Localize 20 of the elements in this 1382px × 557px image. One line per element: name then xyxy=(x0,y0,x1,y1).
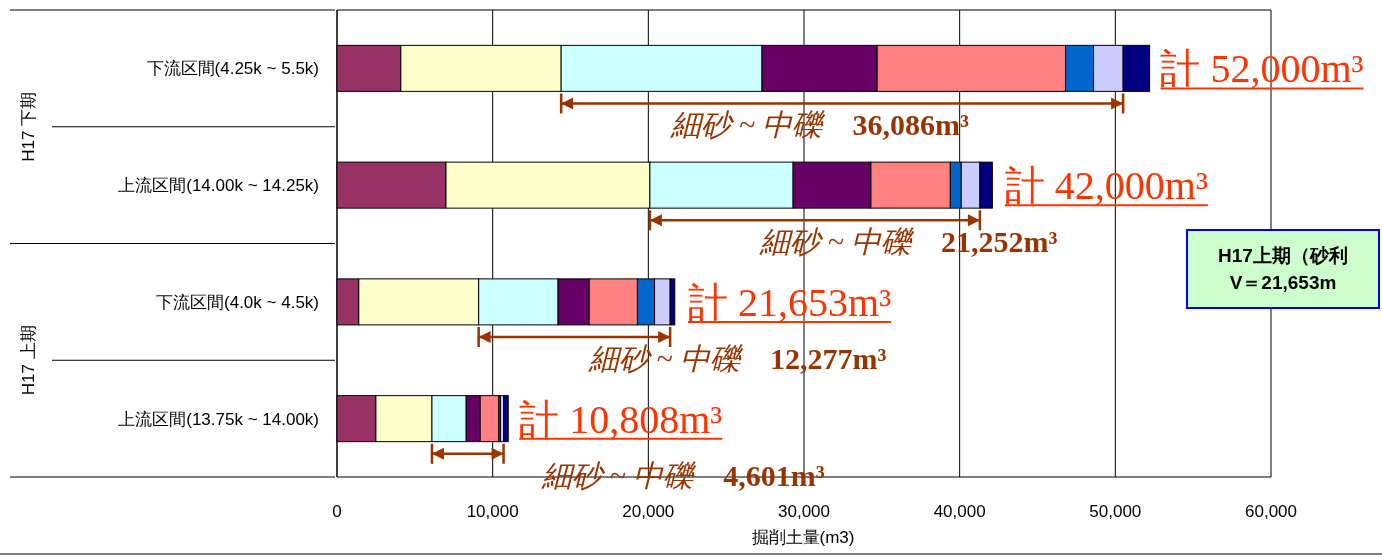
y-tick-label: 下流区間(4.0k ~ 4.5k) xyxy=(156,292,319,312)
x-tick-label: 50,000 xyxy=(1089,502,1142,521)
annotation: 計 21,653m³ xyxy=(688,279,892,325)
x-tick-label: 60,000 xyxy=(1245,502,1297,521)
annotation: H17上期（砂利 xyxy=(1218,245,1348,266)
x-tick-label: 0 xyxy=(332,502,342,521)
note-box: H17上期（砂利 V＝21,653m xyxy=(1186,229,1380,309)
annotation: V＝21,653m xyxy=(1229,272,1337,293)
annotation: 細砂 ~ 中礫 4,601m³ xyxy=(540,458,825,492)
x-tick-label: 20,000 xyxy=(622,502,675,521)
x-axis-title: 掘削土量(m3) xyxy=(751,528,855,547)
x-tick-label: 40,000 xyxy=(933,502,986,521)
annotation: 計 52,000m³ xyxy=(1160,46,1364,92)
text: H17 上期 xyxy=(19,325,38,396)
y-tick-label: 下流区間(4.25k ~ 5.5k) xyxy=(146,59,319,79)
y-tick-label: 上流区間(13.75k ~ 14.00k) xyxy=(118,409,319,429)
x-tick-label: 10,000 xyxy=(466,502,519,521)
x-tick-label: 30,000 xyxy=(778,502,830,521)
text: H17 下期 xyxy=(19,91,38,162)
y-tick-label: 上流区間(14.00k ~ 14.25k) xyxy=(118,176,319,196)
